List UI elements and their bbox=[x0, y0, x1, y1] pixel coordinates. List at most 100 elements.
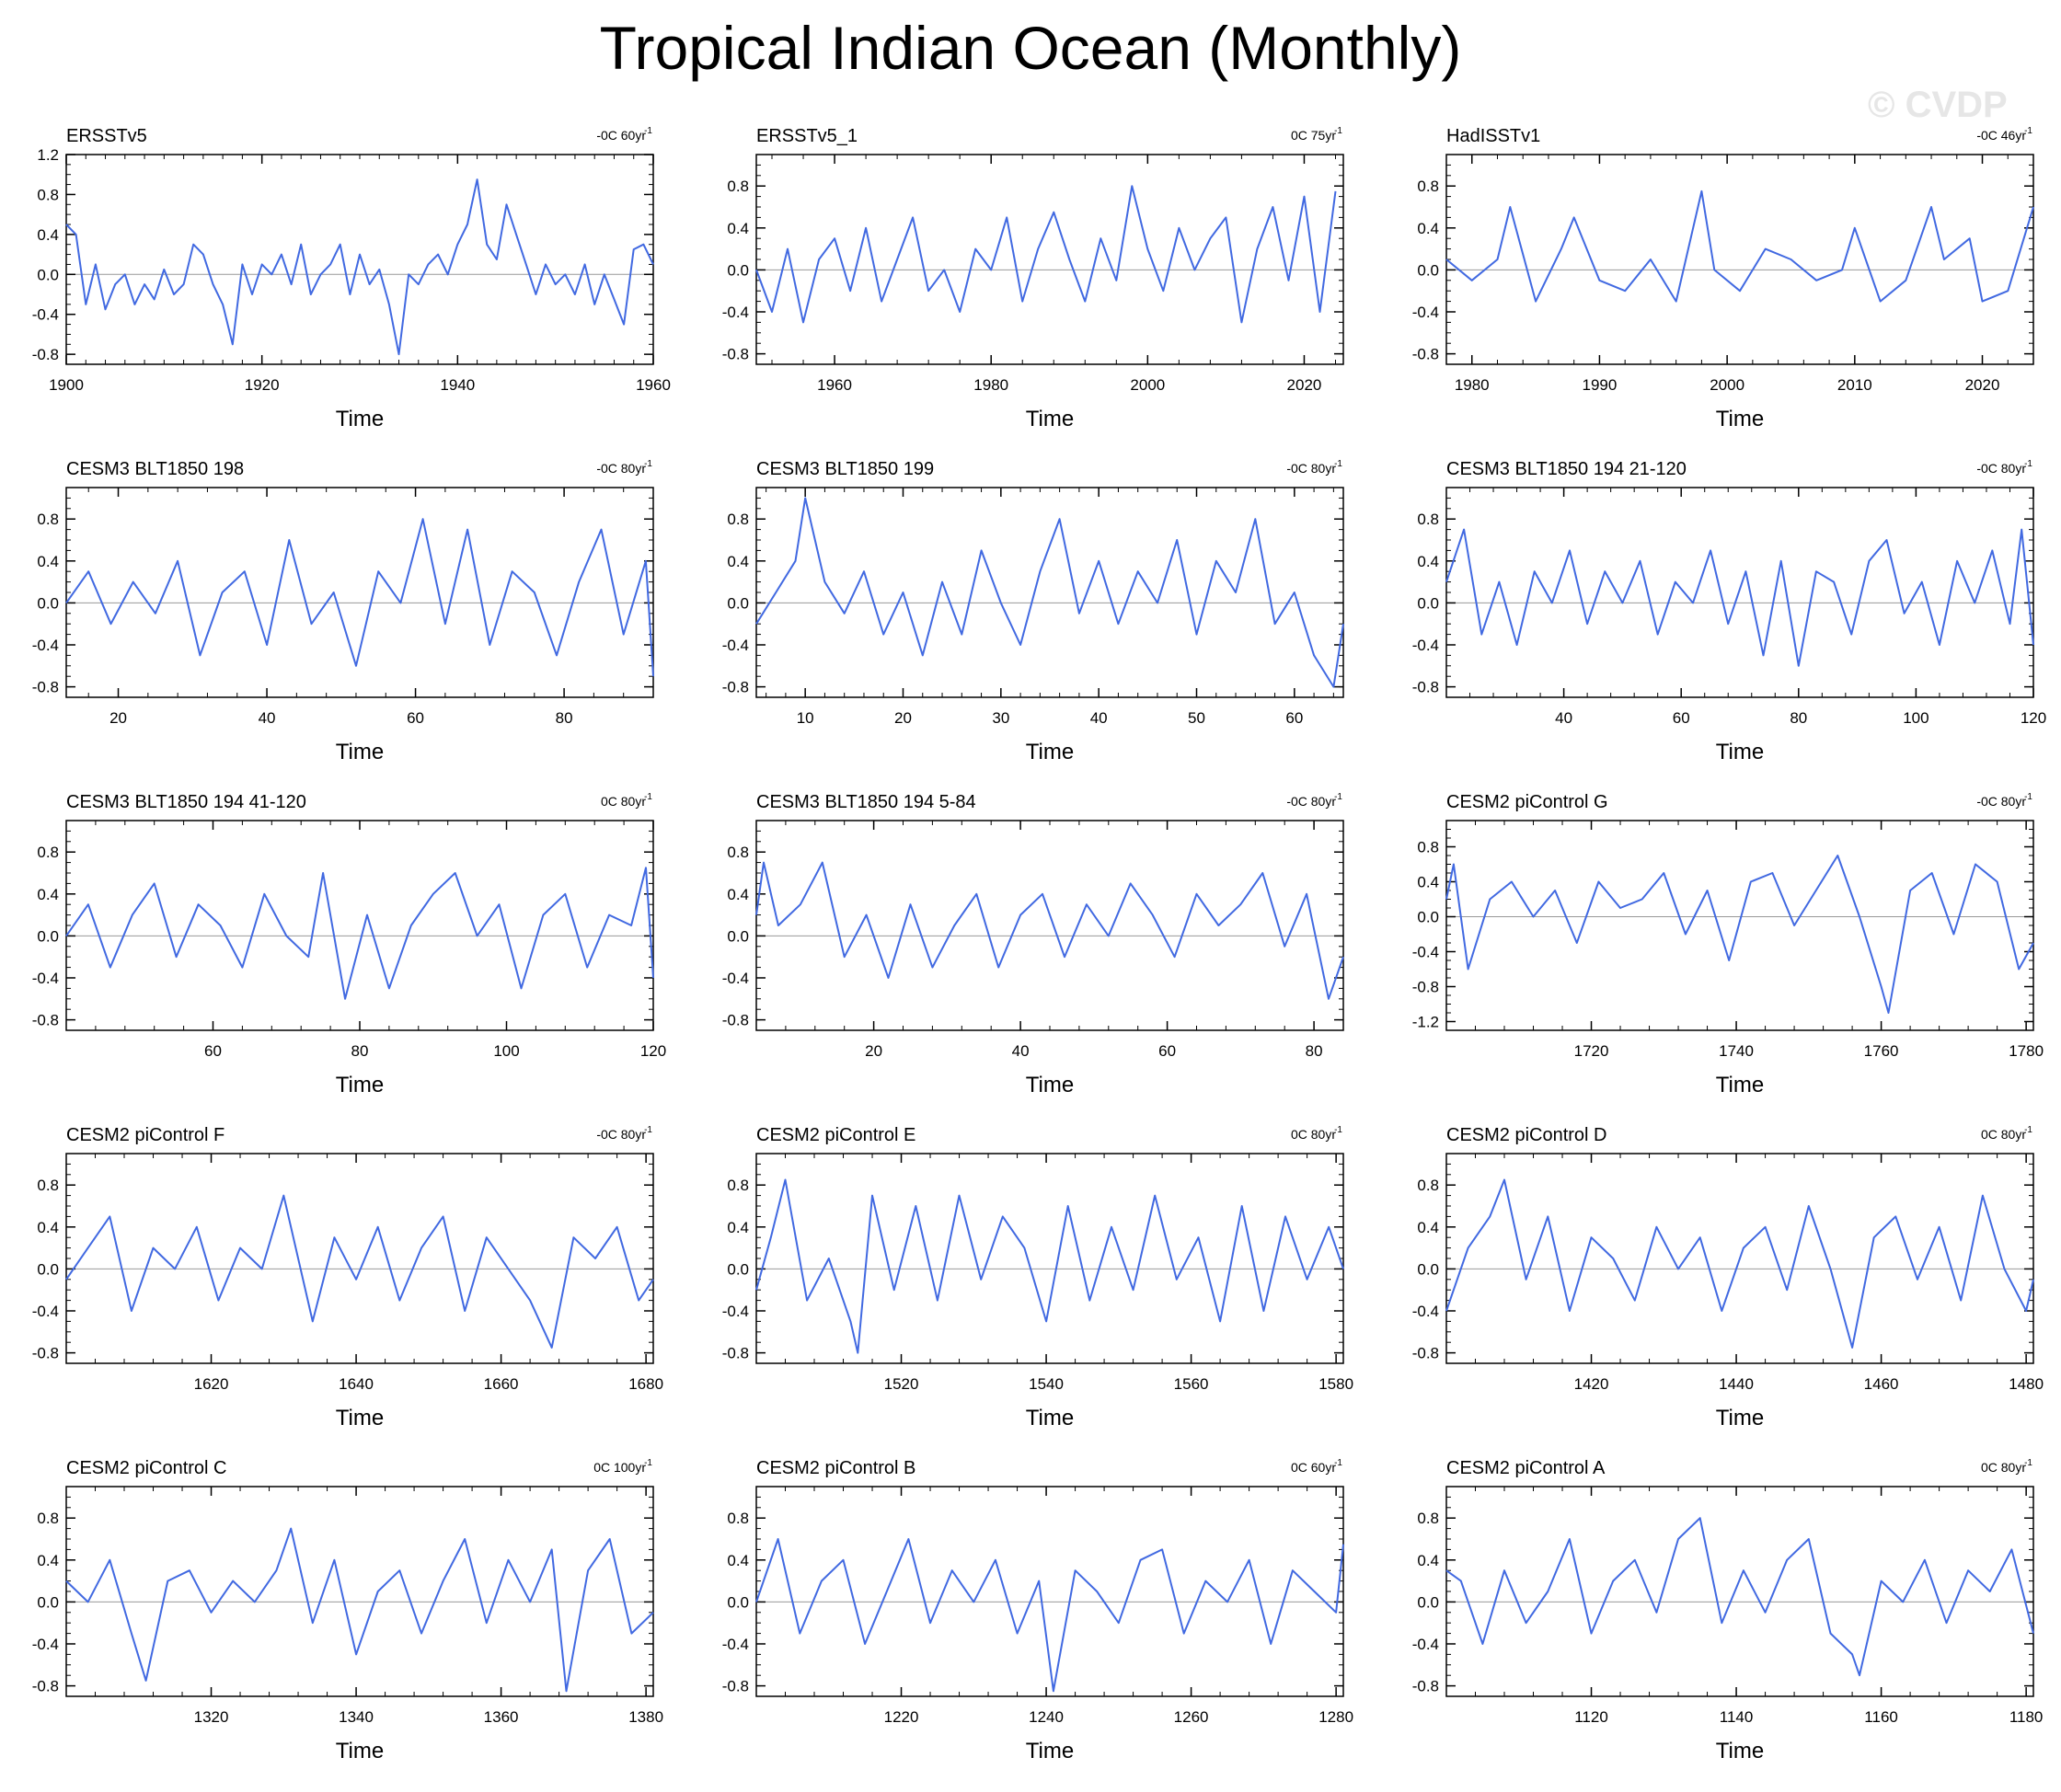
plot-frame bbox=[65, 1153, 654, 1364]
trend-exponent: -1 bbox=[644, 792, 652, 802]
trend-label: -0C 80yr bbox=[1976, 461, 2026, 476]
y-tick-label: -0.4 bbox=[722, 637, 749, 654]
trend-label: 0C 80yr bbox=[1981, 1127, 2026, 1142]
panel-title: HadISSTv1 bbox=[1446, 126, 1540, 146]
x-tick-label: 1460 bbox=[1864, 1375, 1899, 1393]
y-tick-label: -0.8 bbox=[722, 679, 749, 696]
series-line bbox=[65, 178, 654, 356]
x-tick-label: 1760 bbox=[1864, 1042, 1899, 1060]
x-axis-label: Time bbox=[1026, 1073, 1074, 1097]
y-tick-label: 0.4 bbox=[37, 1219, 59, 1236]
series-line bbox=[65, 518, 654, 677]
chart-panel-15: CESM2 piControl A 0C 80yr-1 0.8 0.4 0.0 -0.4 -… bbox=[1412, 1458, 2044, 1763]
x-tick-label: 1980 bbox=[1455, 376, 1490, 394]
x-tick-label: 100 bbox=[1903, 709, 1929, 727]
panel-title: CESM3 BLT1850 198 bbox=[66, 459, 244, 479]
chart-panel-6: CESM3 BLT1850 194 21-120 -0C 80yr-1 0.8 0.4… bbox=[1412, 459, 2046, 764]
x-tick-label: 1990 bbox=[1583, 376, 1618, 394]
y-tick-label: -0.8 bbox=[1412, 1345, 1439, 1362]
y-tick-label: 0.4 bbox=[727, 1552, 749, 1569]
x-tick-label: 1160 bbox=[1864, 1708, 1898, 1726]
x-tick-label: 1680 bbox=[628, 1375, 663, 1393]
x-tick-label: 1180 bbox=[2009, 1708, 2044, 1726]
series-line bbox=[1445, 1517, 2034, 1677]
x-tick-label: 40 bbox=[1090, 709, 1108, 727]
series-line bbox=[755, 1538, 1344, 1693]
x-tick-label: 60 bbox=[204, 1042, 222, 1060]
y-tick-label: 0.0 bbox=[37, 1593, 59, 1611]
x-tick-label: 1340 bbox=[339, 1708, 374, 1726]
y-tick-label: 0.4 bbox=[37, 226, 59, 244]
trend-label: -0C 80yr bbox=[1976, 794, 2026, 809]
y-tick-label: 0.4 bbox=[37, 553, 59, 570]
trend-label: 0C 75yr bbox=[1291, 128, 1336, 143]
chart-panel-14: CESM2 piControl B 0C 60yr-1 0.8 0.4 0.0 -0.4 -… bbox=[722, 1458, 1353, 1763]
x-tick-label: 1740 bbox=[1719, 1042, 1754, 1060]
trend-exponent: -1 bbox=[2024, 459, 2032, 469]
x-tick-label: 1620 bbox=[194, 1375, 229, 1393]
y-tick-label: -0.4 bbox=[722, 970, 749, 987]
y-tick-label: 1.2 bbox=[37, 146, 59, 164]
y-tick-label: 0.4 bbox=[727, 1219, 749, 1236]
series-line bbox=[1445, 190, 2034, 303]
panel-title: CESM2 piControl A bbox=[1446, 1458, 1606, 1478]
y-tick-label: 0.8 bbox=[37, 1177, 59, 1194]
x-tick-label: 1940 bbox=[440, 376, 475, 394]
y-tick-label: -0.8 bbox=[32, 1678, 59, 1695]
y-tick-label: 0.4 bbox=[1417, 1552, 1439, 1569]
panel-title: CESM2 piControl D bbox=[1446, 1125, 1607, 1145]
panel-title: CESM2 piControl E bbox=[756, 1125, 915, 1145]
x-tick-label: 2020 bbox=[1287, 376, 1322, 394]
x-tick-label: 1240 bbox=[1029, 1708, 1064, 1726]
y-tick-label: -0.4 bbox=[32, 306, 59, 324]
x-tick-label: 1960 bbox=[817, 376, 852, 394]
series-line bbox=[65, 1194, 654, 1349]
panel-title: ERSSTv5_1 bbox=[756, 126, 858, 146]
plot-frame bbox=[1445, 820, 2034, 1031]
trend-exponent: -1 bbox=[1334, 792, 1342, 802]
x-axis-label: Time bbox=[1716, 740, 1764, 764]
series-line bbox=[1445, 1178, 2034, 1349]
y-tick-label: 0.4 bbox=[37, 1552, 59, 1569]
x-tick-label: 1580 bbox=[1318, 1375, 1353, 1393]
y-tick-label: 0.4 bbox=[727, 553, 749, 570]
plot-frame bbox=[755, 1153, 1344, 1364]
chart-panel-10: CESM2 piControl F -0C 80yr-1 0.8 0.4 0.0 -0.4… bbox=[32, 1125, 663, 1430]
y-tick-label: 0.8 bbox=[727, 1510, 749, 1527]
y-tick-label: 0.0 bbox=[37, 594, 59, 612]
x-tick-label: 1420 bbox=[1574, 1375, 1609, 1393]
y-tick-label: -0.8 bbox=[722, 1678, 749, 1695]
panel-title: CESM3 BLT1850 199 bbox=[756, 459, 934, 479]
trend-label: 0C 80yr bbox=[1291, 1127, 1336, 1142]
x-tick-label: 100 bbox=[493, 1042, 519, 1060]
x-tick-label: 2010 bbox=[1837, 376, 1872, 394]
trend-label: -0C 46yr bbox=[1976, 128, 2026, 143]
y-tick-label: 0.0 bbox=[727, 927, 749, 945]
y-tick-label: -0.8 bbox=[722, 1345, 749, 1362]
plot-frame bbox=[755, 820, 1344, 1031]
y-tick-label: -0.8 bbox=[1412, 1678, 1439, 1695]
y-tick-label: -0.4 bbox=[32, 637, 59, 654]
y-tick-label: 0.0 bbox=[1417, 261, 1439, 279]
trend-exponent: -1 bbox=[2024, 792, 2032, 802]
y-tick-label: 0.0 bbox=[37, 1260, 59, 1278]
chart-panel-4: CESM3 BLT1850 198 -0C 80yr-1 0.8 0.4 0.0 -0.4… bbox=[32, 459, 654, 764]
x-axis-label: Time bbox=[336, 740, 384, 764]
plot-frame bbox=[65, 1486, 654, 1697]
x-tick-label: 2000 bbox=[1130, 376, 1165, 394]
y-tick-label: 0.8 bbox=[1417, 839, 1439, 856]
series-line bbox=[65, 1527, 654, 1693]
y-tick-label: -0.4 bbox=[1412, 304, 1439, 321]
plot-frame bbox=[1445, 487, 2034, 698]
panel-title: CESM3 BLT1850 194 41-120 bbox=[66, 792, 306, 812]
x-tick-label: 1540 bbox=[1029, 1375, 1064, 1393]
y-tick-label: 0.4 bbox=[1417, 220, 1439, 237]
panel-title: CESM2 piControl B bbox=[756, 1458, 915, 1478]
x-tick-label: 1900 bbox=[49, 376, 84, 394]
x-tick-label: 20 bbox=[865, 1042, 882, 1060]
x-tick-label: 20 bbox=[109, 709, 127, 727]
chart-panel-9: CESM2 piControl G -0C 80yr-1 0.8 0.4 0.0 -0.4… bbox=[1412, 792, 2044, 1097]
trend-label: 0C 80yr bbox=[601, 794, 646, 809]
y-tick-label: 0.0 bbox=[37, 927, 59, 945]
y-tick-label: 0.8 bbox=[1417, 178, 1439, 195]
